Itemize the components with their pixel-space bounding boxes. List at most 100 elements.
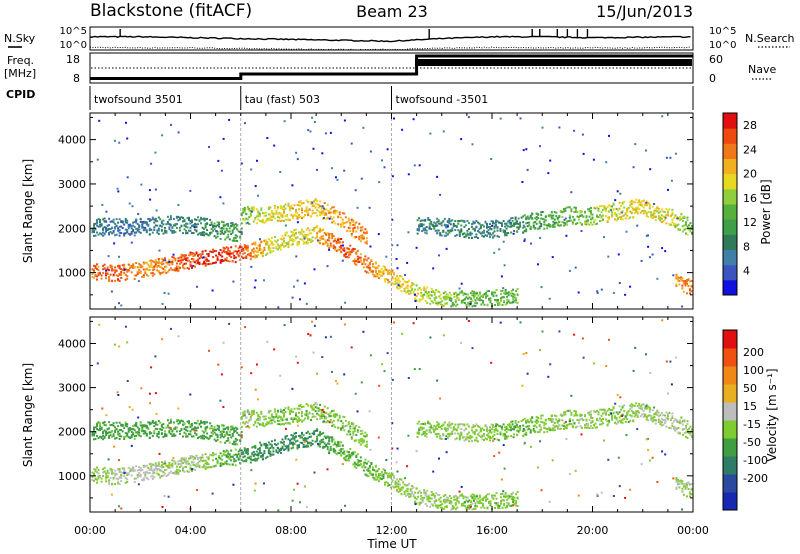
echo-cell — [370, 462, 373, 465]
echo-cell — [352, 221, 355, 224]
echo-cell — [103, 232, 106, 235]
echo-cell — [684, 280, 687, 283]
echo-cell — [102, 421, 105, 424]
power-echoes — [91, 115, 693, 309]
echo-cell — [145, 424, 148, 427]
echo-cell — [463, 495, 466, 498]
echo-cell — [133, 477, 136, 480]
echo-cell — [110, 290, 113, 293]
echo-cell — [384, 472, 386, 474]
echo-cell — [156, 220, 159, 223]
echo-cell — [189, 253, 192, 256]
echo-cell — [420, 291, 423, 294]
echo-cell — [454, 300, 457, 303]
echo-cell — [99, 223, 101, 226]
echo-cell — [180, 457, 183, 460]
echo-cell — [314, 410, 317, 413]
echo-cell — [147, 472, 150, 475]
echo-cell — [475, 500, 478, 503]
echo-cell — [517, 217, 520, 220]
echo-cell — [319, 445, 322, 448]
echo-cell — [337, 241, 340, 244]
echo-cell — [255, 411, 258, 414]
echo-cell — [260, 423, 263, 426]
echo-cell — [160, 461, 163, 464]
echo-cell — [178, 420, 181, 423]
echo-cell — [230, 449, 233, 452]
echo-cell — [106, 266, 109, 269]
echo-cell — [295, 208, 297, 211]
echo-cell — [405, 484, 408, 487]
echo-cell — [144, 228, 147, 231]
echo-cell — [478, 222, 481, 225]
echo-cell — [494, 507, 496, 509]
echo-cell — [641, 203, 644, 206]
echo-cell — [112, 229, 115, 232]
echo-cell — [539, 237, 542, 239]
echo-cell — [477, 298, 480, 300]
echo-cell — [320, 207, 323, 210]
echo-cell — [424, 288, 427, 291]
echo-cell — [186, 435, 189, 438]
echo-cell — [201, 436, 204, 439]
echo-cell — [219, 230, 222, 233]
echo-cell — [284, 234, 287, 237]
echo-cell — [248, 426, 251, 429]
echo-cell — [213, 250, 216, 253]
echo-cell — [254, 249, 257, 252]
echo-cell — [115, 437, 118, 439]
echo-cell — [307, 239, 310, 241]
echo-cell — [276, 206, 279, 209]
cpid-segment-label: twofsound -3501 — [396, 93, 489, 106]
echo-cell — [142, 276, 145, 278]
echo-cell — [174, 259, 177, 262]
echo-cell — [353, 260, 356, 263]
echo-cell — [156, 266, 159, 269]
echo-cell — [328, 248, 331, 251]
echo-cell — [322, 432, 325, 435]
echo-cell — [570, 208, 573, 211]
echo-cell — [649, 168, 652, 171]
echo-cell — [290, 447, 293, 450]
echo-cell — [332, 235, 335, 238]
echo-cell — [240, 425, 243, 428]
echo-cell — [335, 444, 338, 446]
echo-cell — [450, 497, 453, 500]
echo-cell — [105, 277, 108, 280]
echo-cell — [431, 224, 434, 227]
echo-cell — [279, 212, 282, 215]
echo-cell — [496, 220, 499, 223]
echo-cell — [468, 504, 471, 507]
echo-cell — [231, 428, 234, 430]
echo-cell — [191, 221, 193, 224]
echo-cell — [427, 291, 430, 294]
echo-cell — [305, 414, 308, 417]
echo-cell — [293, 204, 296, 207]
echo-cell — [338, 211, 341, 214]
echo-cell — [495, 502, 498, 505]
echo-cell — [475, 220, 478, 222]
echo-cell — [691, 225, 693, 227]
echo-cell — [94, 468, 97, 471]
echo-cell — [614, 218, 617, 221]
echo-cell — [626, 210, 629, 213]
echo-cell — [154, 427, 157, 430]
echo-cell — [482, 301, 484, 304]
echo-cell — [124, 228, 127, 231]
echo-cell — [266, 137, 269, 139]
echo-cell — [343, 212, 346, 215]
echo-cell — [272, 212, 275, 215]
echo-cell — [302, 419, 305, 422]
echo-cell — [634, 143, 637, 146]
echo-cell — [470, 237, 473, 239]
echo-cell — [97, 437, 100, 440]
echo-cell — [657, 208, 660, 211]
echo-cell — [547, 224, 550, 227]
echo-cell — [512, 498, 515, 501]
echo-cell — [206, 463, 209, 466]
echo-cell — [323, 232, 326, 235]
echo-cell — [609, 205, 612, 208]
echo-cell — [426, 301, 429, 304]
echo-cell — [605, 209, 608, 212]
echo-cell — [377, 273, 380, 276]
